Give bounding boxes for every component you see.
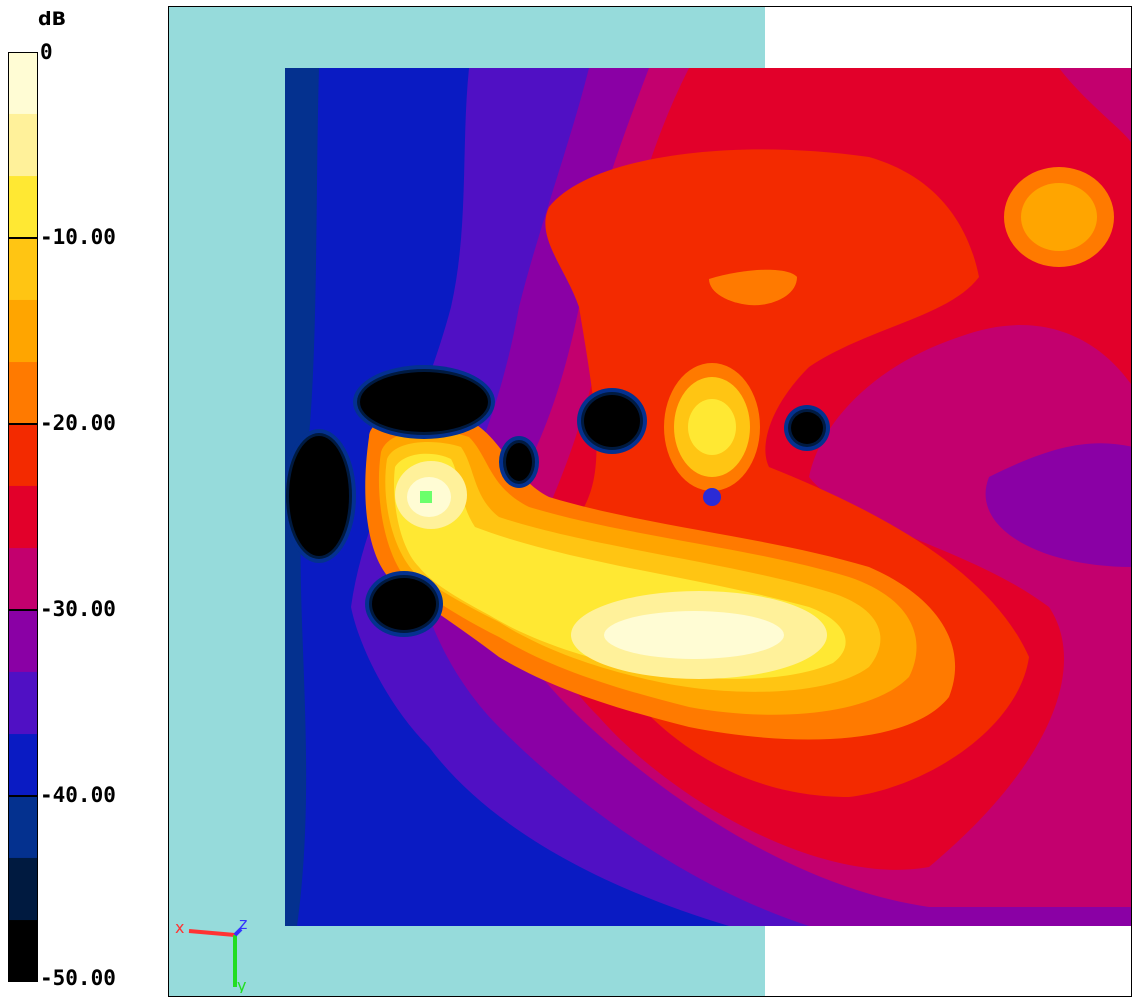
contour-null xyxy=(289,436,349,556)
color-scale-band xyxy=(8,857,38,921)
axis-z-label: z xyxy=(239,914,247,933)
color-scale-tick-label: -40.00 xyxy=(40,783,116,807)
color-scale-band xyxy=(8,362,38,425)
color-scale-tick-label: 0 xyxy=(40,40,53,64)
color-scale-band xyxy=(8,734,38,797)
color-scale-band xyxy=(8,424,38,487)
contour-null xyxy=(372,578,436,630)
color-scale-band xyxy=(8,52,38,115)
color-scale-band xyxy=(8,238,38,301)
axis-y-label: y xyxy=(237,976,246,993)
color-scale-bar xyxy=(8,52,38,982)
axis-x-arrow xyxy=(188,929,236,937)
receiver-marker[interactable] xyxy=(703,488,721,506)
color-scale-tick-label: -10.00 xyxy=(40,225,116,249)
contour-null xyxy=(506,443,532,481)
contour-band xyxy=(604,611,784,659)
axis-triad: x y z xyxy=(175,914,247,993)
field-plane xyxy=(285,68,1131,926)
contour-band xyxy=(688,399,736,455)
field-plot-viewport[interactable]: x y z xyxy=(168,6,1132,997)
contour-null xyxy=(584,395,640,447)
contour-null xyxy=(791,412,823,444)
contour-map xyxy=(169,7,1131,996)
legend-unit-label: dB xyxy=(38,8,67,30)
color-scale-tick-label: -30.00 xyxy=(40,597,116,621)
color-scale-band xyxy=(8,796,38,859)
contour-null xyxy=(360,372,488,432)
source-marker[interactable] xyxy=(420,491,432,503)
axis-x-label: x xyxy=(175,918,184,937)
color-scale-band xyxy=(8,485,38,549)
color-scale-tick-label: -50.00 xyxy=(40,966,116,990)
contour-band xyxy=(709,269,797,306)
color-scale-band xyxy=(8,671,38,735)
color-scale-band xyxy=(8,113,38,177)
color-scale-tick-label: -20.00 xyxy=(40,411,116,435)
contour-band xyxy=(1021,183,1097,251)
color-scale-band xyxy=(8,299,38,363)
color-scale-band xyxy=(8,548,38,611)
axis-z-arrow xyxy=(233,927,243,937)
color-scale-band xyxy=(8,920,38,982)
color-scale-band xyxy=(8,610,38,673)
color-scale-band xyxy=(8,176,38,239)
